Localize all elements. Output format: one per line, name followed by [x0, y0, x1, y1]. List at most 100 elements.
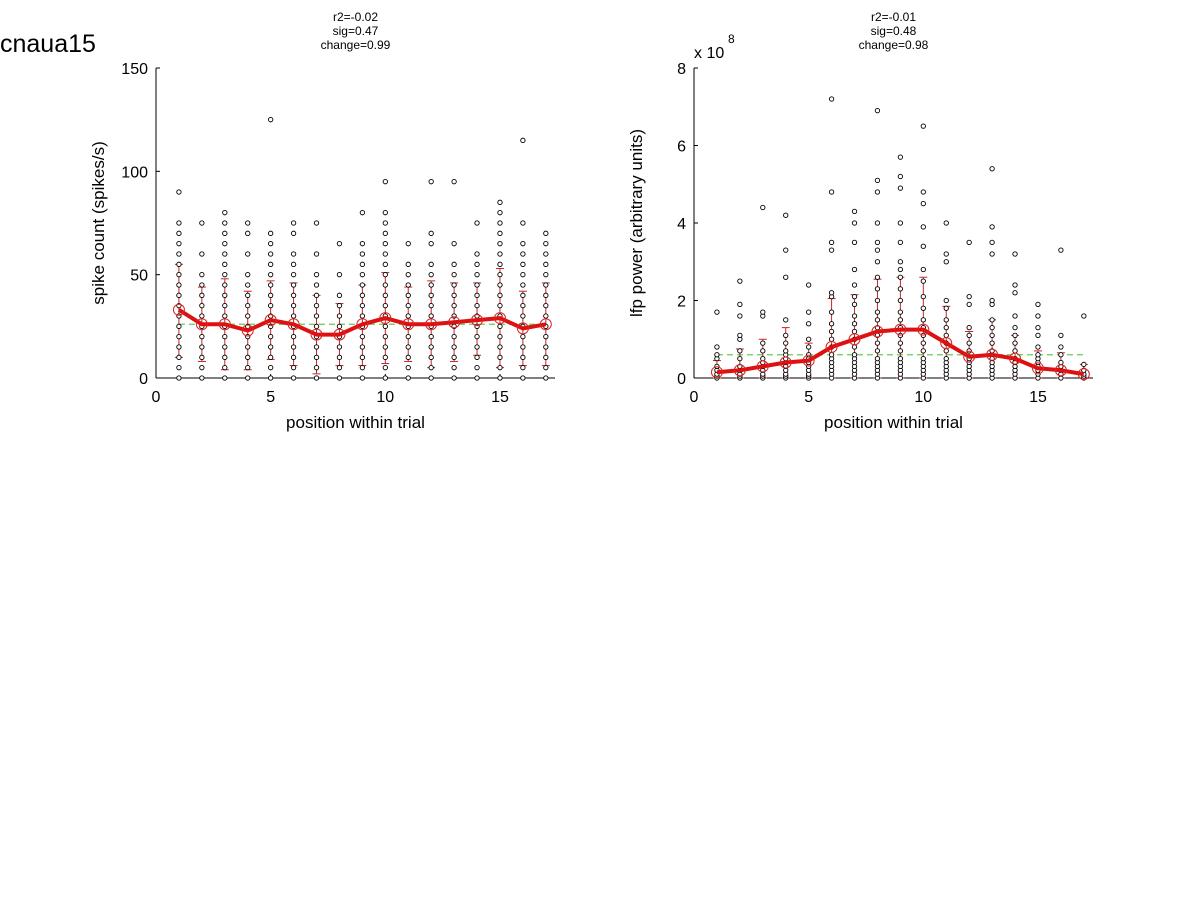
data-point	[176, 323, 182, 329]
data-point	[222, 272, 228, 278]
data-point	[268, 272, 274, 278]
data-point	[737, 301, 743, 308]
mean-marker	[871, 325, 884, 338]
data-point	[943, 332, 949, 339]
data-point	[897, 220, 904, 226]
data-point	[497, 303, 503, 309]
mean-marker	[379, 312, 392, 325]
data-point	[543, 292, 549, 298]
data-point	[1035, 344, 1041, 350]
data-point	[897, 259, 904, 265]
data-point	[851, 328, 858, 335]
data-point	[382, 323, 388, 329]
data-point	[520, 344, 526, 350]
data-point	[474, 282, 480, 288]
data-point	[851, 266, 858, 273]
data-point	[943, 324, 949, 331]
data-point	[199, 354, 205, 360]
data-point	[451, 344, 457, 350]
data-point	[851, 220, 858, 226]
data-point	[497, 241, 503, 247]
data-point	[359, 292, 366, 298]
data-point	[543, 230, 549, 236]
data-point	[520, 292, 526, 298]
data-point	[199, 365, 205, 371]
data-point	[199, 220, 205, 226]
data-point	[943, 348, 949, 354]
data-point	[1012, 282, 1018, 288]
data-point	[428, 303, 434, 309]
data-point	[828, 321, 835, 327]
mean-marker	[894, 323, 907, 336]
data-point	[382, 292, 388, 298]
data-point	[359, 313, 366, 319]
data-point	[897, 348, 904, 354]
data-point	[543, 354, 549, 360]
data-point	[359, 303, 366, 309]
data-point	[268, 230, 274, 236]
data-point	[543, 261, 549, 267]
data-point	[828, 309, 835, 315]
data-point	[474, 344, 480, 350]
data-point	[920, 355, 926, 362]
data-point	[497, 365, 503, 371]
data-point	[451, 375, 457, 381]
data-point	[405, 365, 411, 371]
data-point	[943, 317, 949, 323]
data-point	[989, 332, 995, 339]
data-point	[943, 297, 949, 304]
data-point	[874, 274, 881, 280]
mean-marker	[287, 318, 300, 331]
data-point	[760, 309, 766, 315]
data-point	[382, 261, 388, 267]
data-point	[428, 261, 434, 267]
data-point	[543, 303, 549, 309]
data-point	[313, 313, 320, 319]
data-point	[874, 297, 881, 304]
data-point	[290, 303, 297, 309]
data-point	[313, 375, 320, 381]
data-point	[222, 375, 228, 381]
data-point	[497, 230, 503, 236]
data-point	[382, 282, 388, 288]
data-point	[874, 348, 881, 354]
data-point	[497, 354, 503, 360]
data-point	[897, 154, 904, 160]
x-tick-label: 5	[804, 389, 813, 406]
data-point	[474, 354, 480, 360]
data-point	[828, 239, 835, 246]
data-point	[989, 251, 995, 257]
data-point	[290, 220, 297, 226]
data-point	[520, 365, 526, 371]
data-point	[245, 334, 251, 340]
y-tick-label: 8	[677, 61, 686, 78]
data-point	[382, 251, 388, 257]
data-point	[405, 313, 411, 319]
data-point	[222, 220, 228, 226]
mean-marker	[733, 364, 746, 377]
data-point	[851, 344, 858, 350]
data-point	[428, 334, 434, 340]
data-point	[382, 354, 388, 360]
data-point	[474, 272, 480, 278]
mean-marker	[1031, 362, 1044, 375]
data-point	[268, 303, 274, 309]
data-point	[897, 309, 904, 315]
data-point	[199, 375, 205, 381]
data-point	[176, 272, 182, 278]
page-title: cnaua15	[0, 30, 96, 58]
data-point	[336, 241, 343, 247]
y-tick-label: 6	[677, 139, 686, 156]
x-axis-label: position within trial	[286, 413, 425, 432]
data-point	[989, 224, 995, 230]
data-point	[313, 220, 320, 226]
data-point	[520, 220, 526, 226]
mean-marker	[825, 341, 838, 353]
data-point	[382, 179, 388, 185]
mean-marker	[963, 350, 976, 363]
data-point	[828, 189, 835, 195]
x-tick-label: 5	[266, 389, 275, 406]
data-point	[222, 282, 228, 288]
